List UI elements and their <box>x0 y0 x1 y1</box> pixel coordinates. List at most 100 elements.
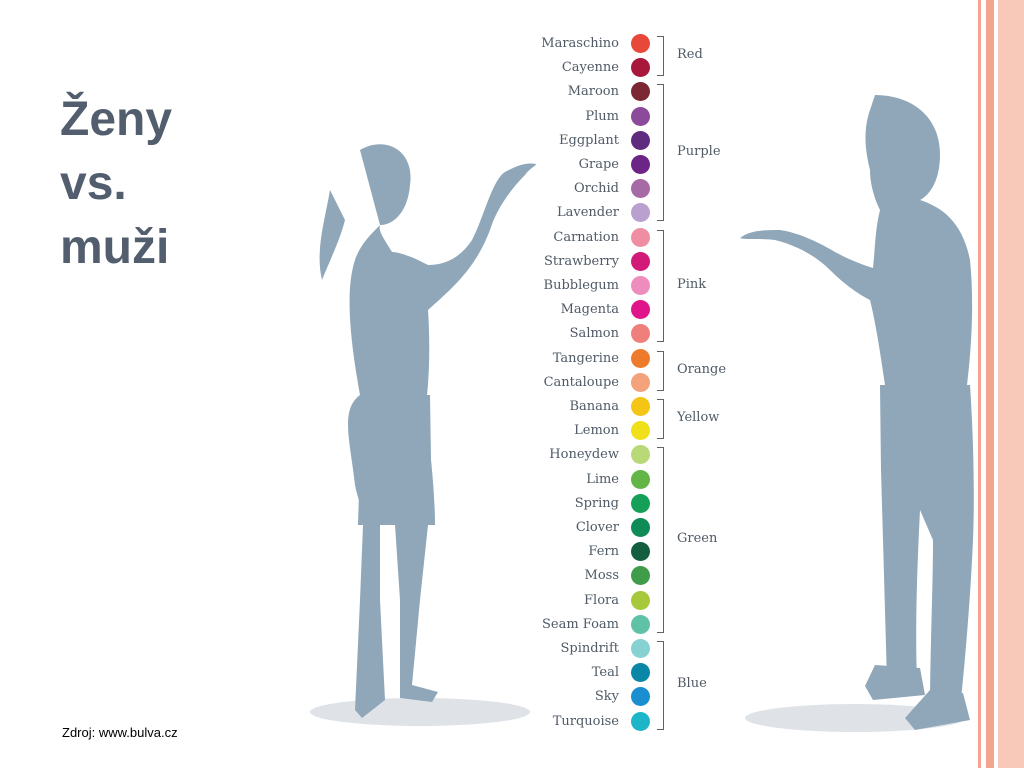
color-swatch <box>631 300 650 320</box>
group-bracket <box>657 350 664 391</box>
decorative-stripe-thin <box>978 0 981 768</box>
title-line-1: Ženy <box>60 93 173 146</box>
group-bracket <box>657 36 664 77</box>
color-row: Moss <box>0 564 625 588</box>
slide-title: Ženy vs. muži <box>60 88 280 280</box>
color-swatch <box>631 179 650 199</box>
title-line-2: vs. <box>60 157 127 210</box>
color-row: Tangerine <box>0 347 625 371</box>
color-row: Orchid <box>0 177 625 201</box>
color-name: Magenta <box>560 302 619 318</box>
color-swatch <box>631 227 650 247</box>
man-body <box>740 95 974 730</box>
color-swatch <box>631 34 650 53</box>
decorative-stripe-wide <box>998 0 1024 768</box>
woman-figure <box>310 144 536 726</box>
color-swatch <box>631 687 650 707</box>
color-row: Spring <box>0 492 625 516</box>
color-row: Grape <box>0 153 625 177</box>
color-row: Fern <box>0 540 625 564</box>
decorative-stripe-thick <box>986 0 994 768</box>
color-swatch <box>631 372 650 392</box>
color-swatch <box>631 155 650 174</box>
color-name: Turquoise <box>552 713 619 729</box>
color-row: Maraschino <box>0 32 625 56</box>
color-swatch <box>631 639 650 658</box>
color-row: Carnation <box>0 226 625 250</box>
group-bracket <box>657 229 664 343</box>
group-bracket <box>657 399 664 440</box>
color-name: Maraschino <box>541 36 619 51</box>
color-name: Moss <box>584 568 619 584</box>
color-row: Maroon <box>0 80 625 104</box>
group-label: Pink <box>677 277 707 292</box>
source-note: Zdroj: www.bulva.cz <box>62 725 178 740</box>
color-name: Tangerine <box>552 350 619 366</box>
color-name: Orchid <box>573 181 619 197</box>
man-figure <box>740 95 974 732</box>
color-name: Flora <box>584 592 619 608</box>
color-row: Turquoise <box>0 710 625 734</box>
color-row: Salmon <box>0 322 625 346</box>
color-row: Cayenne <box>0 56 625 80</box>
color-swatch <box>631 542 650 562</box>
color-name: Grape <box>578 157 619 172</box>
color-swatch <box>631 58 650 78</box>
group-bracket <box>657 84 664 222</box>
color-swatch <box>631 518 650 537</box>
color-row: Strawberry <box>0 250 625 274</box>
color-row: Flora <box>0 589 625 613</box>
color-name: Lavender <box>556 205 619 221</box>
color-name: Cayenne <box>561 60 619 76</box>
color-name: Teal <box>591 665 619 681</box>
color-row: Clover <box>0 516 625 540</box>
color-name: Banana <box>569 399 619 414</box>
color-row: Sky <box>0 685 625 709</box>
color-name: Lime <box>586 471 619 487</box>
title-line-3: muži <box>60 221 170 274</box>
color-name: Bubblegum <box>543 278 619 293</box>
color-name: Salmon <box>569 326 619 342</box>
color-row: Honeydew <box>0 443 625 467</box>
color-swatch <box>631 397 650 416</box>
color-row: Seam Foam <box>0 613 625 637</box>
color-row: Magenta <box>0 298 625 322</box>
group-label: Green <box>677 531 718 547</box>
color-swatch <box>631 130 650 150</box>
group-label: Purple <box>677 143 721 159</box>
color-row: Lemon <box>0 419 625 443</box>
color-name: Spindrift <box>560 641 620 656</box>
color-swatch <box>631 614 650 634</box>
group-bracket <box>657 447 664 633</box>
color-swatch <box>631 348 650 368</box>
color-name: Carnation <box>553 229 619 245</box>
group-label: Orange <box>677 361 727 377</box>
color-row: Lavender <box>0 201 625 225</box>
woman-body <box>319 144 536 718</box>
color-swatch <box>631 493 650 513</box>
color-swatch <box>631 276 650 295</box>
color-row: Lime <box>0 468 625 492</box>
color-swatch <box>631 421 650 441</box>
group-bracket <box>657 641 664 730</box>
color-swatch <box>631 469 650 489</box>
color-row: Eggplant <box>0 129 625 153</box>
group-label: Blue <box>677 676 707 692</box>
group-label: Yellow <box>677 410 720 426</box>
color-name: Spring <box>574 495 619 511</box>
color-row: Teal <box>0 661 625 685</box>
color-row: Cantaloupe <box>0 371 625 395</box>
color-swatch <box>631 82 650 102</box>
color-swatch <box>631 251 650 271</box>
color-name: Honeydew <box>549 447 619 463</box>
color-row: Banana <box>0 395 625 419</box>
color-swatch <box>631 324 650 344</box>
color-name: Plum <box>585 108 619 124</box>
color-swatch <box>631 663 650 683</box>
color-swatch <box>631 590 650 610</box>
man-shadow <box>745 704 965 732</box>
color-name: Maroon <box>567 84 619 100</box>
color-row: Plum <box>0 105 625 129</box>
color-swatch <box>631 711 650 731</box>
